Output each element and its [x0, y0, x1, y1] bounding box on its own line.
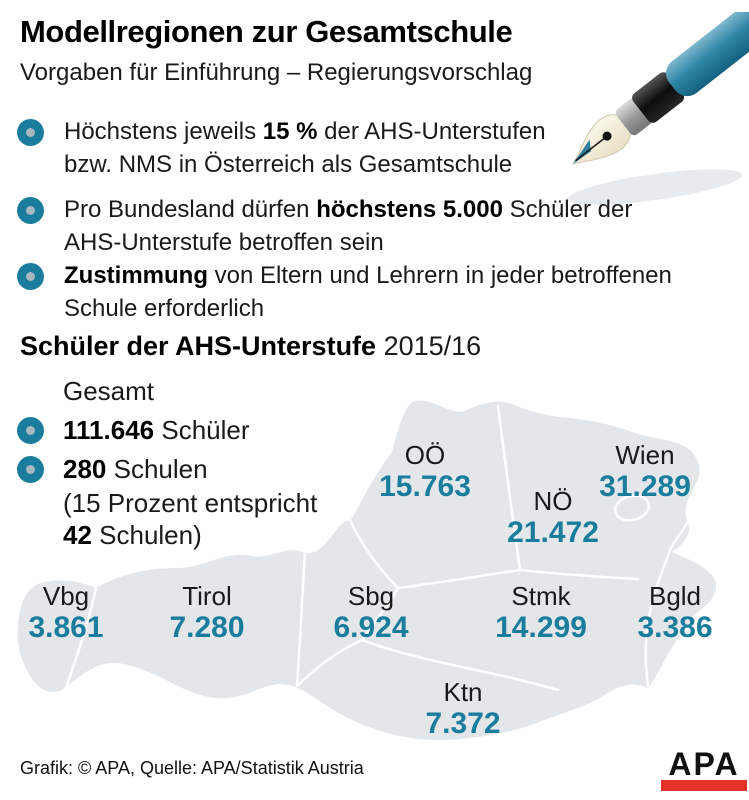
map-label-ooe: OÖ 15.763 — [379, 440, 471, 504]
stat-note-bold: 42 — [63, 520, 92, 550]
rule-2-line1-post: Schüler der — [502, 196, 633, 223]
apa-logo: APA — [661, 746, 747, 791]
rule-item-1: Höchstens jeweils 15 % der AHS-Unterstuf… — [17, 115, 546, 181]
region-value: 7.372 — [425, 707, 501, 740]
rule-text-1: Höchstens jeweils 15 % der AHS-Unterstuf… — [64, 115, 546, 181]
bullet-icon — [17, 417, 44, 444]
region-name: Wien — [615, 440, 675, 470]
stat-note-rest: Schulen) — [91, 520, 202, 550]
rule-3-line2: Schule erforderlich — [64, 295, 265, 322]
bullet-icon — [17, 119, 44, 146]
stat-schueler-value: 111.646 — [63, 415, 155, 445]
bullet-icon — [17, 263, 44, 290]
fountain-pen-icon — [567, 12, 749, 205]
map-label-bgld: Bgld 3.386 — [637, 581, 712, 645]
rule-1-line1-pre: Höchstens jeweils — [64, 118, 263, 145]
rule-1-line2: bzw. NMS in Österreich als Gesamtschule — [64, 151, 513, 178]
map-label-tirol: Tirol 7.280 — [169, 581, 244, 645]
page-subtitle: Vorgaben für Einführung – Regierungsvors… — [20, 59, 533, 86]
apa-logo-text: APA — [668, 746, 740, 782]
region-value: 21.472 — [507, 516, 599, 549]
rule-2-line1-bold: höchstens 5.000 — [316, 196, 503, 223]
stat-item-schulen: 280 Schulen — [17, 452, 208, 486]
apa-logo-bar — [661, 780, 747, 791]
rule-3-line1-bold: Zustimmung — [64, 262, 208, 289]
map-label-vbg: Vbg 3.861 — [28, 581, 103, 645]
region-value: 7.280 — [169, 611, 245, 644]
region-name: Bgld — [648, 581, 702, 611]
rule-item-2: Pro Bundesland dürfen höchstens 5.000 Sc… — [17, 193, 632, 259]
region-name: Ktn — [443, 677, 483, 707]
rule-text-2: Pro Bundesland dürfen höchstens 5.000 Sc… — [64, 193, 632, 259]
rule-2-line1-pre: Pro Bundesland dürfen — [64, 196, 317, 223]
gesamt-label: Gesamt — [63, 376, 155, 406]
rule-item-3: Zustimmung von Eltern und Lehrern in jed… — [17, 259, 672, 325]
region-borders — [64, 404, 690, 692]
austria-map — [17, 400, 717, 740]
section-title-bold: Schüler der AHS-Unterstufe — [20, 331, 377, 361]
section-title: Schüler der AHS-Unterstufe 2015/16 — [20, 331, 481, 362]
region-name: Tirol — [182, 581, 232, 611]
map-label-wien: Wien 31.289 — [599, 440, 691, 504]
section-title-year: 2015/16 — [383, 331, 482, 361]
rule-3-line1-post: von Eltern und Lehrern in jeder betroffe… — [208, 262, 672, 289]
stat-text-schulen: 280 Schulen — [63, 452, 208, 486]
region-name: Stmk — [511, 581, 571, 611]
map-label-noe: NÖ 21.472 — [507, 486, 599, 550]
region-value: 6.924 — [333, 611, 409, 644]
stat-schulen-unit: Schulen — [106, 454, 208, 484]
map-label-stmk: Stmk 14.299 — [495, 581, 587, 645]
page-title: Modellregionen zur Gesamtschule — [20, 14, 513, 49]
region-name: Vbg — [42, 581, 90, 611]
map-label-sbg: Sbg 6.924 — [333, 581, 408, 645]
austria-outline — [17, 400, 717, 740]
region-name: OÖ — [404, 440, 446, 470]
region-value: 3.386 — [637, 611, 713, 644]
stat-text-schueler: 111.646 Schüler — [63, 413, 250, 447]
rule-1-line1-post: der AHS-Unterstufen — [317, 118, 546, 145]
region-value: 15.763 — [379, 470, 471, 503]
region-name: NÖ — [533, 486, 573, 516]
stat-schueler-unit: Schüler — [154, 415, 250, 445]
bullet-icon — [17, 456, 44, 483]
rule-2-line2: AHS-Unterstufe betroffen sein — [64, 229, 384, 256]
map-label-ktn: Ktn 7.372 — [425, 677, 500, 741]
bullet-icon — [17, 197, 44, 224]
stat-note-line1: (15 Prozent entspricht — [63, 488, 318, 518]
stat-schulen-value: 280 — [63, 454, 107, 484]
footer-credit: Grafik: © APA, Quelle: APA/Statistik Aus… — [20, 758, 364, 778]
region-value: 14.299 — [495, 611, 587, 644]
region-value: 3.861 — [28, 611, 104, 644]
stat-note-line2: 42 Schulen) — [63, 519, 202, 551]
rule-1-line1-bold: 15 % — [262, 118, 318, 145]
rule-text-3: Zustimmung von Eltern und Lehrern in jed… — [64, 259, 672, 325]
region-value: 31.289 — [599, 470, 691, 503]
region-name: Sbg — [347, 581, 395, 611]
stat-item-schueler: 111.646 Schüler — [17, 413, 250, 447]
